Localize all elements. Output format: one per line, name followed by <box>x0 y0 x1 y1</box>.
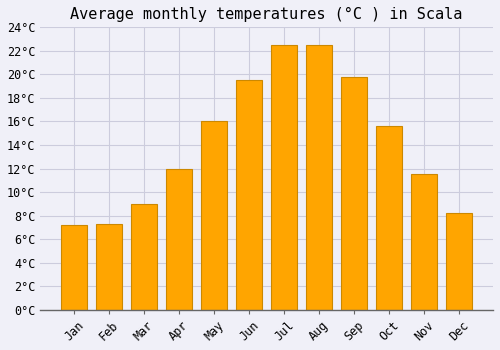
Bar <box>61 225 87 310</box>
Bar <box>131 204 157 310</box>
Bar <box>306 45 332 310</box>
Bar <box>96 224 122 310</box>
Bar <box>271 45 297 310</box>
Bar <box>341 77 367 310</box>
Bar <box>236 80 262 310</box>
Title: Average monthly temperatures (°C ) in Scala: Average monthly temperatures (°C ) in Sc… <box>70 7 463 22</box>
Bar <box>411 174 438 310</box>
Bar <box>201 121 228 310</box>
Bar <box>376 126 402 310</box>
Bar <box>446 213 472 310</box>
Bar <box>166 168 192 310</box>
